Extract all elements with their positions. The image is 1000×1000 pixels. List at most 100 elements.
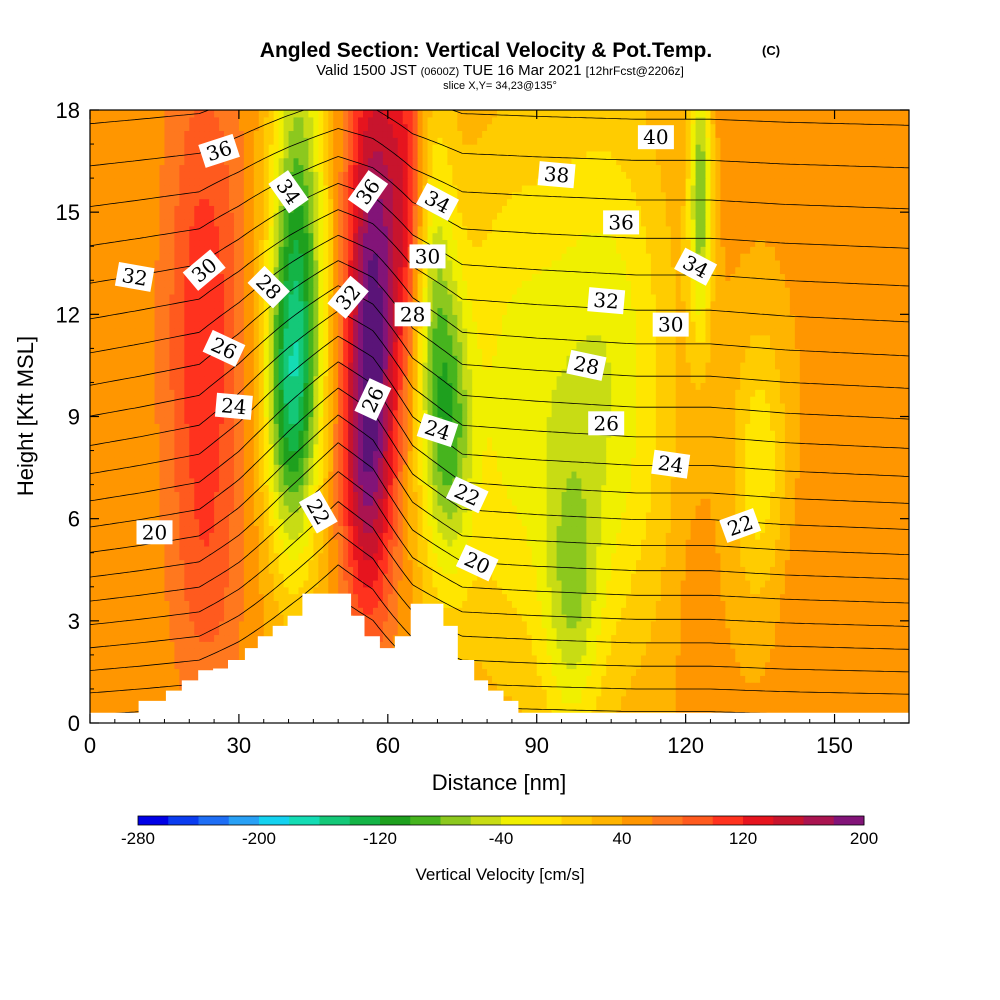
velocity-cell: [506, 654, 513, 663]
velocity-cell: [174, 518, 180, 527]
velocity-cell: [372, 614, 379, 622]
velocity-cell: [894, 661, 900, 670]
velocity-cell: [179, 532, 185, 540]
velocity-cell: [794, 661, 801, 670]
velocity-cell: [521, 518, 528, 527]
velocity-cell: [531, 566, 538, 574]
velocity-cell: [859, 614, 865, 622]
velocity-cell: [253, 518, 260, 527]
velocity-cell: [874, 525, 880, 533]
velocity-cell: [109, 682, 116, 690]
velocity-cell: [735, 586, 741, 595]
velocity-cell: [472, 648, 478, 656]
velocity-cell: [154, 654, 161, 663]
velocity-cell: [645, 573, 652, 581]
velocity-cell: [338, 552, 344, 561]
velocity-cell: [367, 532, 374, 540]
velocity-cell: [457, 518, 463, 527]
velocity-cell: [899, 607, 905, 615]
velocity-cell: [645, 634, 652, 642]
velocity-cell: [799, 566, 806, 574]
velocity-cell: [645, 566, 652, 574]
velocity-cell: [363, 593, 369, 601]
velocity-cell: [710, 614, 717, 622]
velocity-cell: [730, 682, 736, 690]
velocity-cell: [94, 627, 101, 636]
velocity-cell: [313, 539, 319, 547]
velocity-cell: [298, 586, 305, 595]
velocity-cell: [894, 545, 900, 554]
velocity-cell: [779, 695, 786, 704]
velocity-cell: [387, 620, 394, 629]
velocity-cell: [869, 661, 875, 670]
velocity-cell: [154, 559, 161, 567]
velocity-cell: [591, 675, 597, 683]
velocity-cell: [169, 668, 175, 676]
velocity-cell: [487, 682, 493, 690]
velocity-cell: [506, 627, 513, 636]
velocity-cell: [541, 682, 548, 690]
velocity-cell: [526, 539, 533, 547]
velocity-cell: [576, 668, 582, 676]
velocity-cell: [323, 545, 329, 554]
velocity-cell: [720, 607, 726, 615]
velocity-cell: [670, 641, 677, 649]
velocity-cell: [184, 532, 190, 540]
velocity-cell: [655, 545, 662, 554]
velocity-cell: [551, 607, 558, 615]
velocity-cell: [114, 532, 121, 540]
velocity-cell: [824, 545, 831, 554]
velocity-cell: [889, 682, 895, 690]
velocity-cell: [859, 682, 865, 690]
velocity-cell: [109, 688, 116, 697]
velocity-cell: [636, 532, 642, 540]
velocity-cell: [358, 579, 364, 588]
velocity-cell: [521, 620, 528, 629]
velocity-cell: [338, 539, 344, 547]
velocity-cell: [521, 627, 528, 636]
velocity-cell: [238, 539, 245, 547]
velocity-cell: [363, 573, 369, 581]
velocity-cell: [124, 518, 131, 527]
velocity-cell: [884, 675, 890, 683]
velocity-cell: [382, 593, 389, 601]
velocity-cell: [789, 675, 796, 683]
velocity-cell: [293, 545, 300, 554]
velocity-cell: [412, 586, 419, 595]
velocity-cell: [511, 627, 518, 636]
velocity-cell: [864, 545, 870, 554]
velocity-cell: [700, 539, 707, 547]
velocity-cell: [94, 668, 101, 676]
velocity-cell: [889, 648, 895, 656]
velocity-cell: [784, 654, 791, 663]
velocity-cell: [298, 518, 305, 527]
velocity-cell: [551, 600, 558, 608]
velocity-cell: [501, 586, 508, 595]
velocity-cell: [348, 518, 354, 527]
velocity-cell: [248, 593, 255, 601]
velocity-cell: [139, 593, 146, 601]
velocity-cell: [730, 668, 736, 676]
velocity-cell: [765, 532, 771, 540]
velocity-cell: [412, 525, 419, 533]
velocity-cell: [581, 641, 587, 649]
velocity-cell: [844, 559, 851, 567]
velocity-cell: [452, 573, 458, 581]
velocity-cell: [804, 532, 811, 540]
velocity-cell: [616, 559, 622, 567]
velocity-cell: [864, 559, 870, 567]
velocity-cell: [392, 607, 399, 615]
velocity-cell: [109, 593, 116, 601]
velocity-cell: [219, 634, 225, 642]
velocity-cell: [501, 539, 508, 547]
velocity-cell: [889, 532, 895, 540]
velocity-cell: [179, 620, 185, 629]
velocity-cell: [864, 614, 870, 622]
velocity-cell: [844, 641, 851, 649]
velocity-cell: [209, 566, 215, 574]
velocity-cell: [869, 634, 875, 642]
velocity-cell: [854, 600, 860, 608]
velocity-cell: [358, 586, 364, 595]
velocity-cell: [770, 695, 776, 704]
velocity-cell: [283, 566, 290, 574]
